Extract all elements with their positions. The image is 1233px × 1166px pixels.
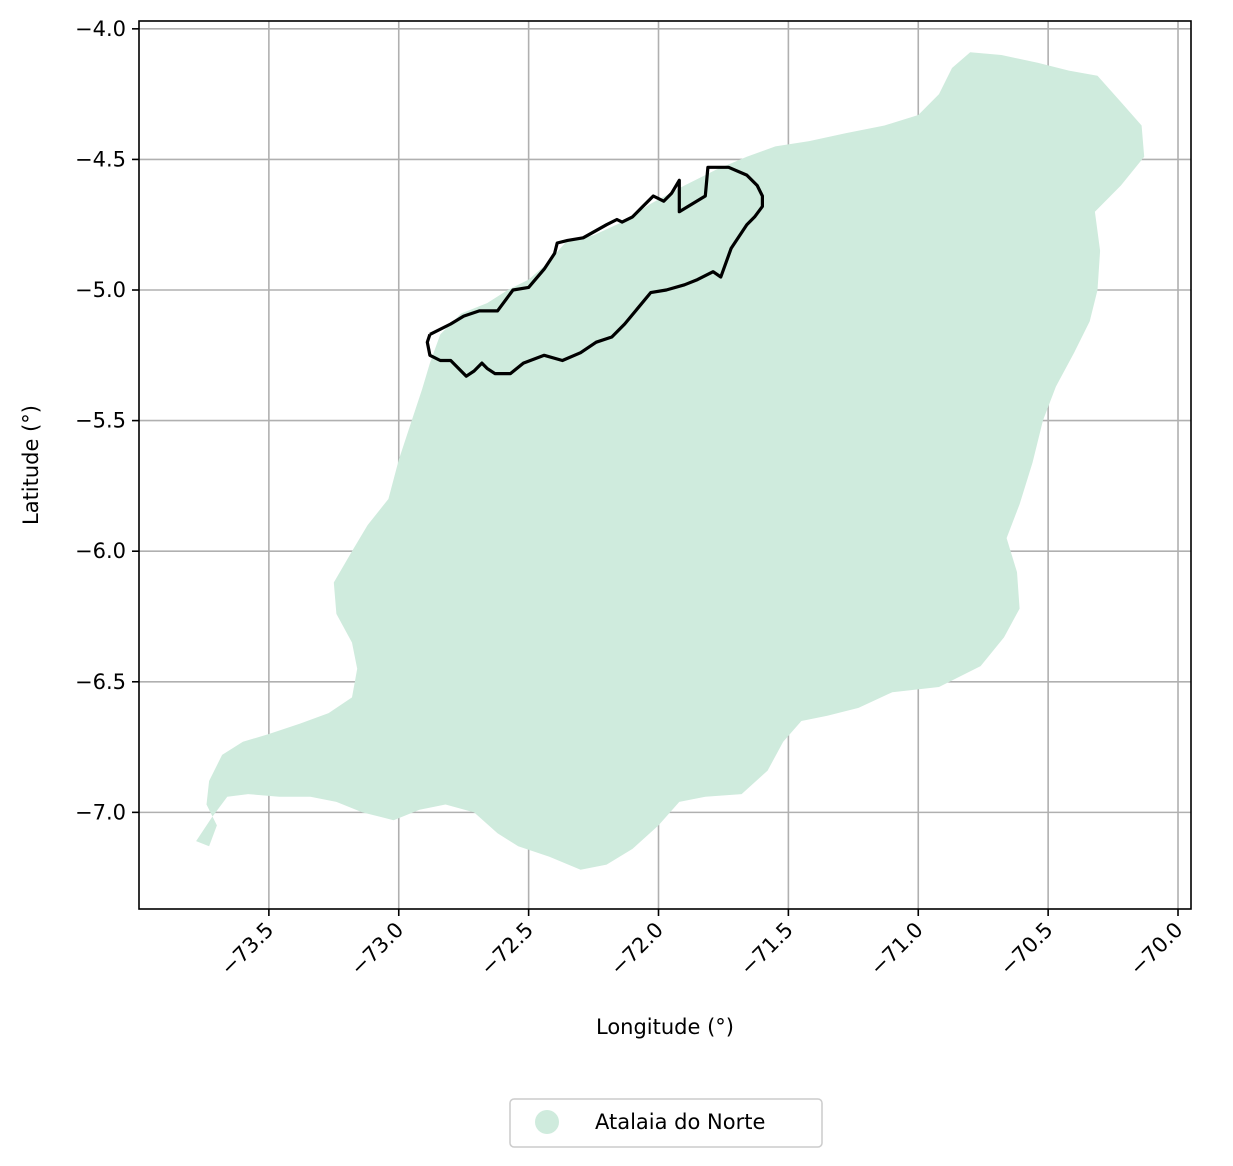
x-tick-label: −72.5 [476,918,538,980]
axes-frame [138,20,1192,910]
y-tick-label: −6.0 [75,539,126,563]
x-tick-label: −73.0 [346,918,408,980]
x-tick-label: −73.5 [216,918,278,980]
y-tick-label: −7.0 [75,800,126,824]
x-tick-label: −70.5 [995,918,1057,980]
legend-label: Atalaia do Norte [595,1110,765,1134]
y-ticks: −4.0 −4.5 −5.0 −5.5 −6.0 −6.5 −7.0 [75,17,139,824]
y-tick-label: −6.5 [75,670,126,694]
legend: Atalaia do Norte [509,1098,823,1148]
outline-boundary [425,165,765,378]
x-tick-label: −71.5 [735,918,797,980]
y-tick-label: −5.0 [75,278,126,302]
y-tick-label: −5.5 [75,409,126,433]
y-axis-label: Latitude (°) [19,405,43,525]
x-tick-label: −70.0 [1125,918,1187,980]
region-atalaia-do-norte [196,52,1145,870]
legend-marker [535,1110,559,1134]
x-ticks: −73.5 −73.0 −72.5 −72.0 −71.5 −71.0 −70.5 −70.0 [216,909,1188,980]
y-tick-label: −4.0 [75,17,126,41]
x-tick-label: −72.0 [606,918,668,980]
x-tick-label: −71.0 [865,918,927,980]
x-axis-label: Longitude (°) [596,1015,734,1039]
y-tick-label: −4.5 [75,147,126,171]
map-layer [196,52,1145,870]
legend-box [509,1098,823,1148]
